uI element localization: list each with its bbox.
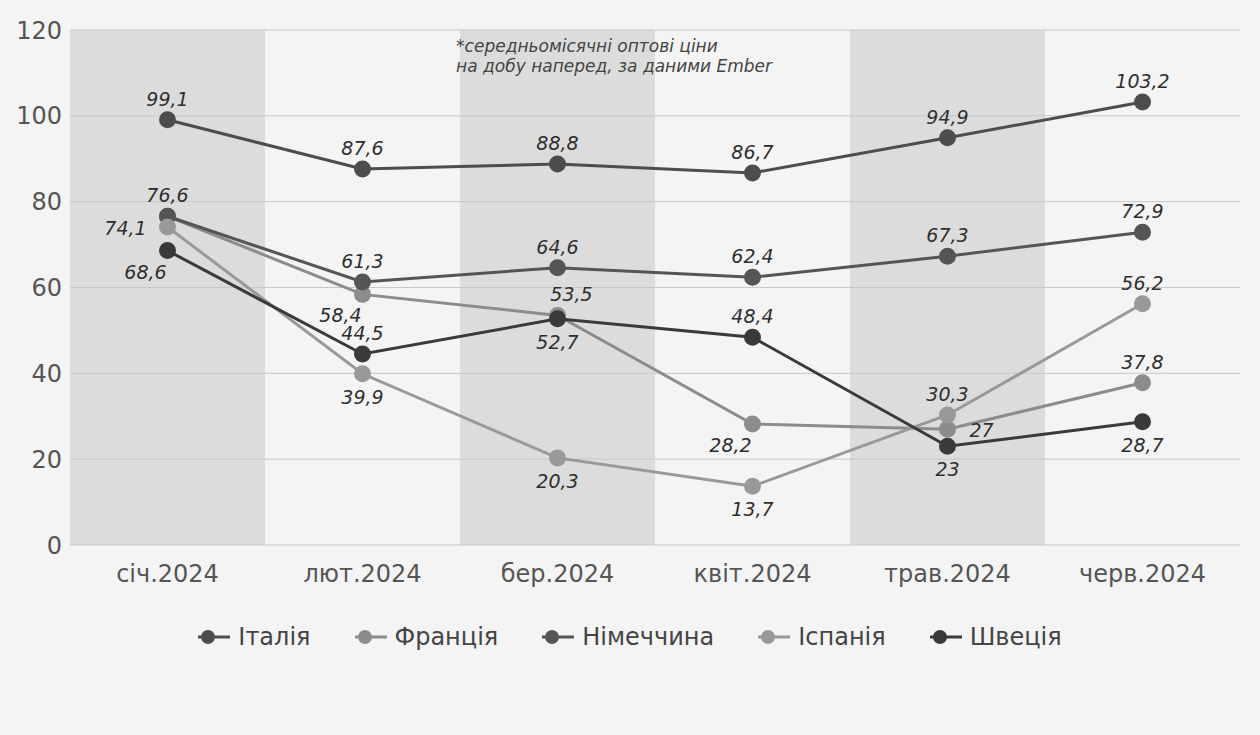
svg-text:53,5: 53,5 <box>550 283 592 305</box>
svg-text:58,4: 58,4 <box>319 304 362 327</box>
svg-text:87,6: 87,6 <box>341 137 383 159</box>
svg-text:80: 80 <box>31 188 62 216</box>
html-text:Франція: Франція <box>394 623 499 651</box>
svg-text:48,4: 48,4 <box>731 305 773 327</box>
svg-text:трав.2024: трав.2024 <box>884 560 1011 588</box>
html-text:на добу наперед, за даними Emb: на добу наперед, за даними Ember <box>456 56 773 76</box>
svg-text:44,5: 44,5 <box>341 322 383 344</box>
svg-text:67,3: 67,3 <box>926 224 968 246</box>
svg-text:99,1: 99,1 <box>146 88 188 110</box>
svg-text:28,2: 28,2 <box>709 434 751 456</box>
svg-text:88,8: 88,8 <box>536 132 578 154</box>
svg-text:лют.2024: лют.2024 <box>303 560 421 588</box>
svg-text:52,7: 52,7 <box>536 331 578 353</box>
svg-text:13,7: 13,7 <box>731 498 773 520</box>
svg-text:квіт.2024: квіт.2024 <box>694 560 812 588</box>
svg-text:бер.2024: бер.2024 <box>501 560 615 588</box>
svg-text:20: 20 <box>31 446 62 474</box>
svg-text:28,7: 28,7 <box>1121 434 1163 456</box>
svg-text:20,3: 20,3 <box>536 470 578 492</box>
html-text:*середньомісячні оптові ціни: *середньомісячні оптові ціни <box>456 36 718 56</box>
svg-text:0: 0 <box>47 532 62 560</box>
svg-text:56,2: 56,2 <box>1121 272 1163 294</box>
html-text:Німеччина: Німеччина <box>582 623 715 651</box>
svg-text:64,6: 64,6 <box>536 236 578 258</box>
svg-text:62,4: 62,4 <box>731 245 773 267</box>
html-text:Іспанія: Іспанія <box>798 623 886 651</box>
svg-text:30,3: 30,3 <box>926 383 968 405</box>
svg-text:68,6: 68,6 <box>124 261 166 283</box>
svg-text:76,6: 76,6 <box>146 184 188 206</box>
svg-text:61,3: 61,3 <box>341 250 383 272</box>
svg-text:39,9: 39,9 <box>341 386 383 408</box>
svg-text:100: 100 <box>16 102 62 130</box>
svg-text:40: 40 <box>31 360 62 388</box>
svg-text:37,8: 37,8 <box>1121 351 1163 373</box>
svg-text:74,1: 74,1 <box>104 217 146 239</box>
svg-text:120: 120 <box>16 17 62 45</box>
svg-text:черв.2024: черв.2024 <box>1079 560 1206 588</box>
svg-text:72,9: 72,9 <box>1121 200 1163 222</box>
svg-text:86,7: 86,7 <box>731 141 773 163</box>
svg-text:103,2: 103,2 <box>1115 70 1169 92</box>
html-text:Італія: Італія <box>238 623 311 651</box>
svg-text:27: 27 <box>969 419 993 441</box>
svg-text:23: 23 <box>935 458 959 480</box>
svg-text:січ.2024: січ.2024 <box>116 560 219 588</box>
svg-text:94,9: 94,9 <box>926 106 968 128</box>
svg-text:60: 60 <box>31 274 62 302</box>
html-text:Швеція: Швеція <box>969 623 1062 651</box>
